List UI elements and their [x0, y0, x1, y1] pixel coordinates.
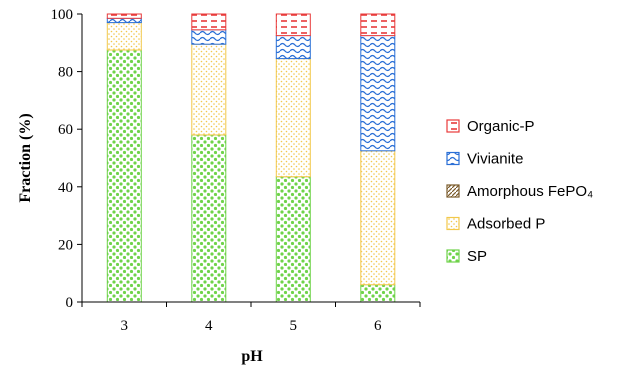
- x-tick-label-0: 3: [121, 318, 129, 334]
- legend-swatch-4: [446, 119, 460, 133]
- bar-segment-3-1: [191, 29, 227, 45]
- legend-label-0: SP: [467, 248, 487, 265]
- legend-swatch-1: [446, 216, 460, 231]
- y-tick-label-0: 0: [66, 295, 74, 311]
- bar-segment-1-0: [106, 22, 142, 51]
- y-axis-title: Fraction (%): [17, 113, 34, 202]
- legend-label-4: Organic-P: [467, 118, 535, 135]
- y-tick-label-5: 100: [51, 7, 74, 23]
- bar-segment-1-3: [360, 150, 396, 286]
- bar-segment-4-2: [275, 13, 311, 37]
- bar-segment-4-3: [360, 13, 396, 37]
- legend-swatch-0: [446, 249, 460, 263]
- x-tick-label-3: 6: [374, 318, 382, 334]
- bar-segment-3-2: [275, 35, 311, 60]
- legend-label-2: Amorphous FePO₄: [467, 183, 593, 200]
- bar-segment-3-0: [106, 17, 142, 24]
- y-tick-label-3: 60: [58, 122, 73, 138]
- bar-segment-3-3: [360, 35, 396, 152]
- x-axis-title: pH: [241, 348, 263, 365]
- y-tick-label-2: 40: [58, 180, 73, 196]
- bar-segment-0-0: [106, 49, 142, 303]
- y-tick-label-1: 20: [58, 237, 73, 253]
- x-tick-label-1: 4: [205, 318, 213, 334]
- y-axis: 0 20 40 60 80 100: [51, 7, 83, 311]
- legend-swatch-3: [446, 151, 460, 166]
- legend: Organic-P Vivianite Amorphous FePO₄ Adsorbe…: [446, 118, 593, 265]
- legend-swatch-2: [446, 184, 460, 198]
- bar-segment-1-2: [275, 58, 311, 178]
- x-tick-label-2: 5: [290, 318, 298, 334]
- bar-segment-4-0: [106, 13, 142, 19]
- legend-label-3: Vivianite: [467, 151, 523, 168]
- bar-segment-0-1: [191, 134, 227, 303]
- x-axis: 3 4 5 6: [81, 301, 421, 334]
- bar-segment-1-1: [191, 43, 227, 136]
- bar-segment-4-1: [191, 13, 227, 31]
- bar-segment-0-3: [360, 284, 396, 303]
- legend-label-1: Adsorbed P: [467, 216, 545, 233]
- bars-layer: [106, 13, 396, 303]
- bar-segment-0-2: [275, 176, 311, 303]
- y-tick-label-4: 80: [58, 65, 73, 81]
